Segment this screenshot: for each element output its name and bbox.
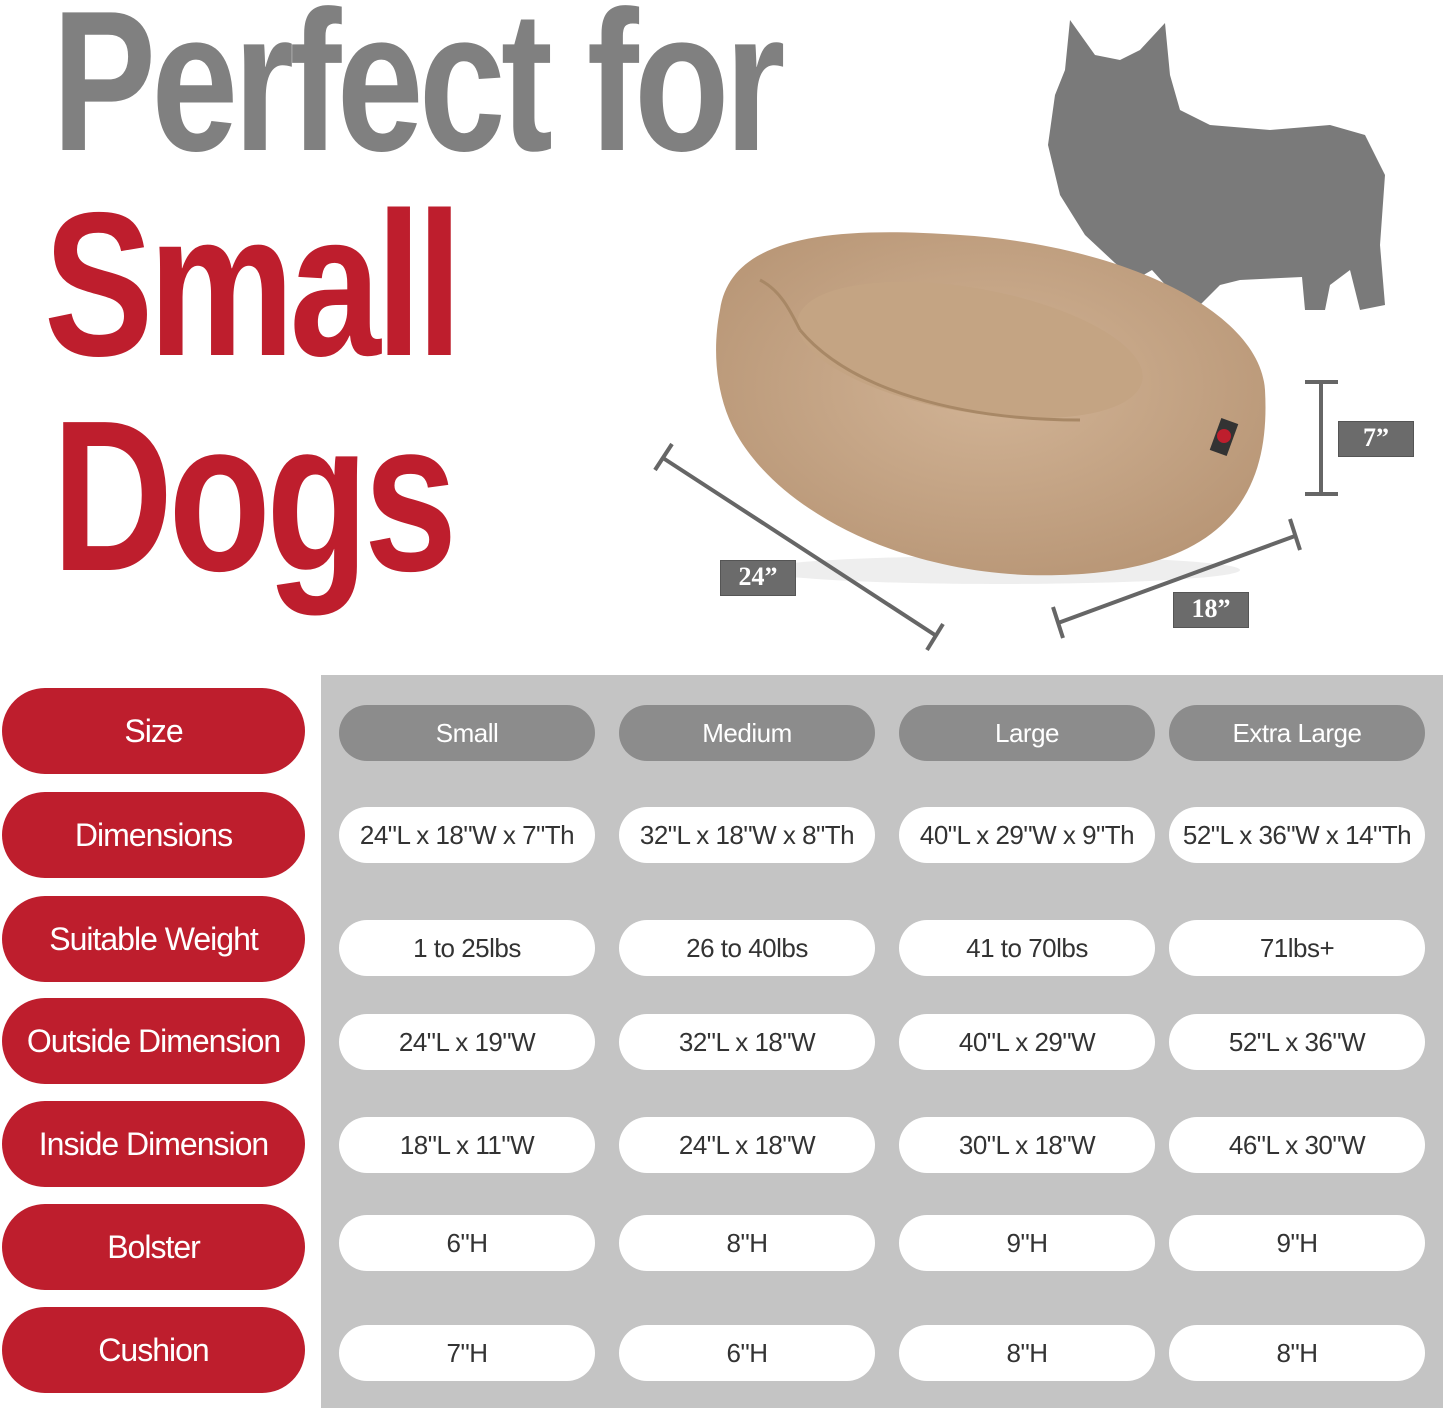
table-cell: 8"H: [1169, 1325, 1425, 1381]
table-cell: 9"H: [899, 1215, 1155, 1271]
table-cell: 32"L x 18"W: [619, 1014, 875, 1070]
length-label: 24”: [720, 560, 796, 596]
table-cell: 30"L x 18"W: [899, 1117, 1155, 1173]
table-cell: 46"L x 30"W: [1169, 1117, 1425, 1173]
table-cell: 40"L x 29"W x 9"Th: [899, 807, 1155, 863]
table-cell: 6"H: [339, 1215, 595, 1271]
table-cell: 26 to 40lbs: [619, 920, 875, 976]
table-cell: 9"H: [1169, 1215, 1425, 1271]
table-cell: 52"L x 36"W: [1169, 1014, 1425, 1070]
table-cell: 8"H: [619, 1215, 875, 1271]
row-label: Dimensions: [2, 792, 305, 878]
table-cell: 1 to 25lbs: [339, 920, 595, 976]
table-cell: 41 to 70lbs: [899, 920, 1155, 976]
table-cell: 7"H: [339, 1325, 595, 1381]
column-header: Medium: [619, 705, 875, 761]
table-cell: 24"L x 18"W x 7"Th: [339, 807, 595, 863]
dimension-lines: [653, 380, 1338, 652]
table-cell: 32"L x 18"W x 8"Th: [619, 807, 875, 863]
dog-bed-image: [716, 232, 1266, 584]
headline-line-2: Small: [44, 170, 462, 399]
row-label: Outside Dimension: [2, 998, 305, 1084]
table-cell: 24"L x 18"W: [619, 1117, 875, 1173]
row-label: Suitable Weight: [2, 896, 305, 982]
row-label: Cushion: [2, 1307, 305, 1393]
row-label: Bolster: [2, 1204, 305, 1290]
table-cell: 6"H: [619, 1325, 875, 1381]
table-cell: 18"L x 11"W: [339, 1117, 595, 1173]
row-label: Inside Dimension: [2, 1101, 305, 1187]
table-cell: 71lbs+: [1169, 920, 1425, 976]
column-header: Large: [899, 705, 1155, 761]
row-label: Size: [2, 688, 305, 774]
table-cell: 24"L x 19"W: [339, 1014, 595, 1070]
table-cell: 52"L x 36"W x 14"Th: [1169, 807, 1425, 863]
table-cell: 40"L x 29"W: [899, 1014, 1155, 1070]
headline-line-1: Perfect for: [52, 0, 785, 193]
column-header: Small: [339, 705, 595, 761]
headline-line-3: Dogs: [52, 375, 457, 616]
height-label: 7”: [1338, 421, 1414, 457]
column-header: Extra Large: [1169, 705, 1425, 761]
width-label: 18”: [1173, 592, 1249, 628]
table-cell: 8"H: [899, 1325, 1155, 1381]
dog-silhouette-icon: [1048, 20, 1385, 310]
